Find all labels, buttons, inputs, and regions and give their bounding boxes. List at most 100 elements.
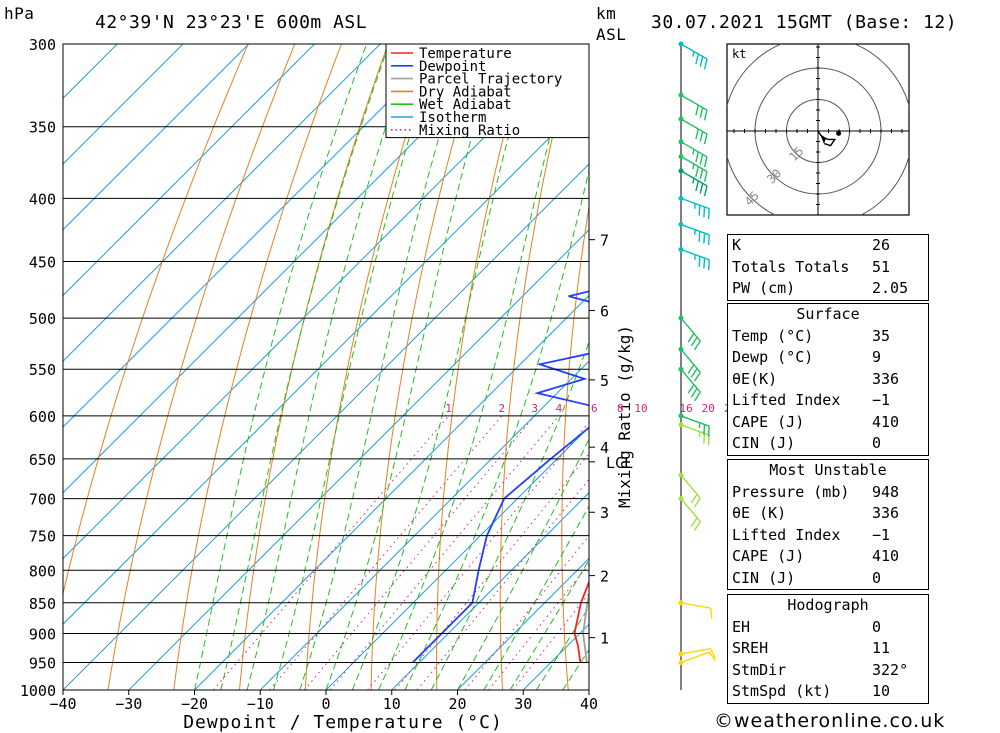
legend-entry-label: Mixing Ratio — [419, 123, 520, 139]
barb-flag — [709, 607, 713, 619]
x-tick-label: −30 — [115, 695, 142, 713]
barb-flag — [707, 435, 710, 446]
barb-flag — [703, 133, 708, 145]
surface-value: 9 — [872, 348, 882, 366]
barb-dot — [678, 651, 684, 657]
wind-barb — [678, 413, 710, 437]
asl-unit-label: ASL — [596, 25, 627, 44]
barb-half-flag — [692, 178, 695, 184]
dry-adiabat-line — [107, 44, 296, 690]
barb-flag — [703, 156, 708, 168]
wind-barb — [678, 472, 701, 508]
mu-label: Lifted Index — [732, 525, 841, 544]
barb-flag — [695, 151, 700, 163]
surface-title: Surface — [796, 305, 860, 323]
wind-barbs — [678, 41, 716, 690]
surface-label: θE(K) — [732, 369, 778, 388]
pressure-tick-label: 450 — [29, 254, 56, 272]
wet-adiabat-line — [246, 44, 414, 690]
wind-barb — [678, 648, 716, 659]
x-tick-label: 0 — [321, 695, 330, 713]
isotherm-line — [128, 229, 589, 690]
barb-dot — [678, 366, 684, 372]
barb-flag — [695, 53, 700, 65]
hodo-label: StmDir — [732, 660, 787, 679]
most-unstable-table: Most Unstable Pressure (mb) 948 θE (K) 336… — [727, 459, 929, 590]
mixing-ratio-value-label: 4 — [556, 402, 563, 415]
wet-adiabat-line — [351, 44, 534, 690]
barb-flag — [690, 387, 698, 398]
wet-adiabat-line — [194, 44, 368, 690]
index-value: 51 — [872, 257, 891, 276]
barb-flag — [695, 180, 700, 192]
dry-adiabat-line — [499, 44, 575, 690]
barb-dot — [678, 496, 684, 502]
surface-value: 336 — [872, 369, 900, 388]
hodograph-unit-label: kt — [732, 47, 746, 61]
barb-flag — [693, 391, 701, 402]
pressure-tick-label: 300 — [29, 36, 56, 54]
barb-flag — [690, 517, 698, 527]
dry-adiabat-line — [239, 44, 389, 690]
pressure-tick-label: 500 — [29, 310, 56, 328]
legend-box — [385, 43, 590, 139]
barb-flag — [699, 168, 704, 180]
x-tick-label: 30 — [514, 695, 532, 713]
barb-dot — [678, 422, 684, 428]
lcl-label: LCL — [606, 454, 633, 472]
wind-barb — [678, 168, 708, 197]
pressure-tick-label: 550 — [29, 361, 56, 379]
isotherm-line — [63, 44, 118, 99]
mu-value: 948 — [872, 482, 900, 501]
x-tick-label: 40 — [580, 695, 598, 713]
surface-table: Surface Temp (°C) 35 Dewp (°C) 9 θE(K) 336 … — [727, 303, 929, 456]
mixing-ratio-value-label: 3 — [531, 402, 538, 415]
mixing-ratio-value-label: 10 — [634, 402, 647, 415]
wet-adiabat-line — [220, 44, 390, 690]
barb-flag — [703, 206, 706, 218]
mu-value: 410 — [872, 547, 900, 565]
hodo-value: 11 — [872, 639, 891, 657]
pressure-tick-label: 650 — [29, 451, 56, 469]
pressure-tick-label: 600 — [29, 408, 56, 426]
mu-label: CAPE (J) — [732, 547, 805, 565]
x-tick-label: −10 — [247, 695, 274, 713]
barb-dot — [678, 222, 684, 228]
barb-flag — [699, 131, 704, 142]
hodo-label: StmSpd (kt) — [732, 682, 832, 700]
surface-value: 0 — [872, 434, 882, 452]
location-title: 42°39'N 23°23'E 600m ASL — [95, 12, 368, 33]
legend-entry-label: Isotherm — [419, 110, 486, 126]
index-label: K — [732, 236, 742, 254]
km-tick-label: 3 — [600, 504, 609, 522]
isotherm-line — [63, 44, 250, 231]
x-tick-label: −20 — [181, 695, 208, 713]
surface-value: 35 — [872, 326, 891, 345]
wind-barb — [678, 154, 708, 182]
barb-dot — [678, 472, 684, 478]
barb-half-flag — [692, 51, 695, 57]
wind-barb — [678, 315, 701, 351]
barb-staff — [680, 602, 711, 609]
barb-flag — [703, 424, 706, 435]
pressure-tick-label: 350 — [29, 119, 56, 137]
wind-barb — [678, 600, 713, 619]
barb-flag — [699, 56, 704, 67]
mixing-ratio-line — [304, 415, 536, 690]
barb-flag — [693, 497, 701, 508]
index-value: 26 — [872, 236, 891, 254]
barb-flag — [703, 185, 708, 197]
barb-flag — [703, 109, 708, 121]
barb-flag — [693, 371, 701, 382]
wind-barb — [678, 346, 701, 382]
storm-motion-dot — [836, 130, 842, 136]
credit-link[interactable]: ©weatheronline.co.uk — [714, 710, 946, 732]
km-tick-label: 5 — [600, 372, 609, 390]
barb-dot — [678, 41, 684, 47]
series-line-dewpoint — [412, 290, 589, 664]
isotherm-line — [63, 44, 381, 362]
km-tick-label: 2 — [600, 568, 609, 586]
pressure-tick-label: 1000 — [20, 682, 56, 700]
hodo-value: 10 — [872, 682, 891, 700]
